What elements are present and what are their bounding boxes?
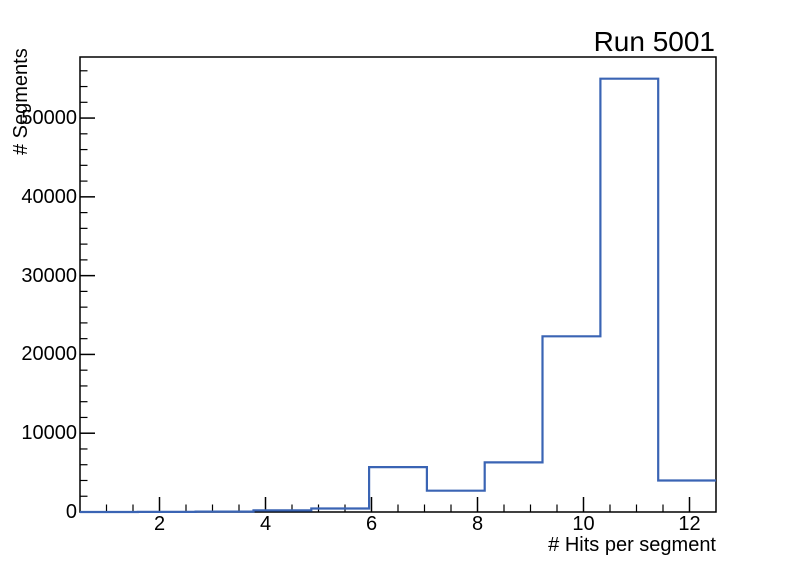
x-tick-label: 12 bbox=[678, 513, 701, 535]
y-tick-label: 0 bbox=[65, 501, 77, 523]
plot-title: Run 5001 bbox=[593, 26, 715, 57]
y-tick-label: 10000 bbox=[21, 422, 77, 445]
x-tick-label: 10 bbox=[572, 513, 595, 535]
y-tick-label: 50000 bbox=[21, 107, 77, 130]
x-tick-label: 2 bbox=[153, 513, 166, 535]
y-axis-title: # Segments bbox=[10, 48, 32, 155]
y-tick-label: 30000 bbox=[21, 264, 77, 287]
x-tick-label: 6 bbox=[365, 513, 378, 535]
x-tick-label: 8 bbox=[471, 513, 484, 535]
x-axis-title: # Hits per segment bbox=[548, 534, 716, 556]
x-tick-label: 4 bbox=[259, 513, 272, 535]
histogram-line bbox=[80, 77, 716, 514]
y-tick-label: 20000 bbox=[21, 343, 77, 366]
y-tick-label: 40000 bbox=[21, 185, 77, 208]
plot-frame bbox=[79, 56, 717, 513]
